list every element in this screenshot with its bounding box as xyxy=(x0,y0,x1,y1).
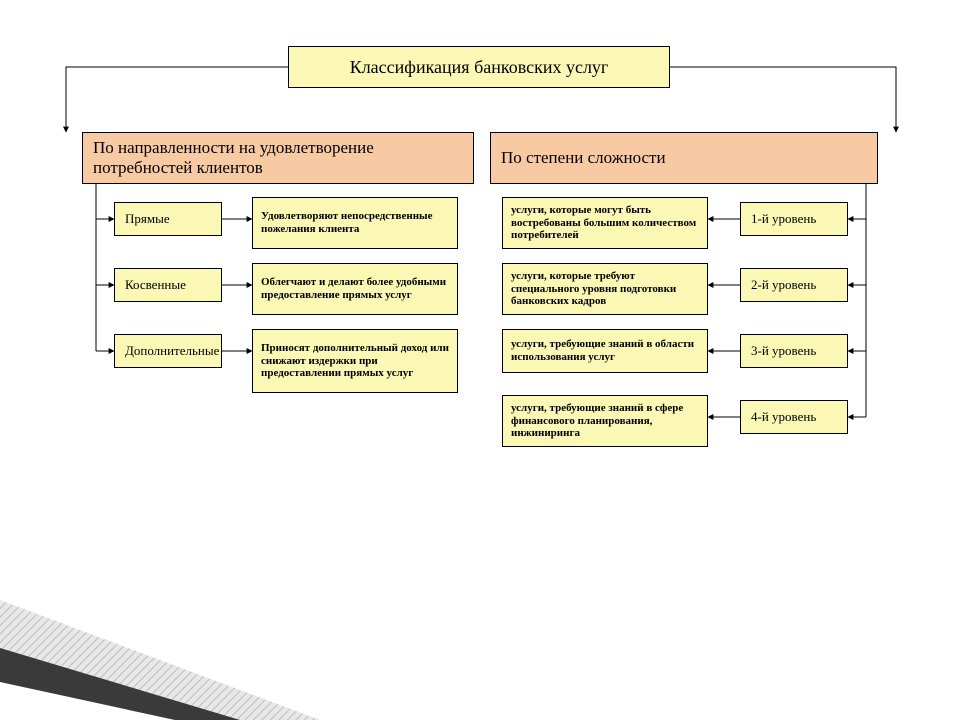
right-label-1: 2-й уровень xyxy=(740,268,848,302)
left-label-1: Косвенные xyxy=(114,268,222,302)
right-label-3-text: 4-й уровень xyxy=(751,410,816,425)
category-right: По степени сложности xyxy=(490,132,878,184)
right-desc-1: услуги, которые требуют специального уро… xyxy=(502,263,708,315)
left-label-2: Дополнительные xyxy=(114,334,222,368)
category-right-text: По степени сложности xyxy=(501,148,666,168)
left-desc-2-text: Приносят дополнительный доход или снижаю… xyxy=(261,342,449,380)
title-text: Классификация банковских услуг xyxy=(350,57,609,78)
right-label-2: 3-й уровень xyxy=(740,334,848,368)
left-label-2-text: Дополнительные xyxy=(125,344,219,359)
right-desc-2: услуги, требующие знаний в области испол… xyxy=(502,329,708,373)
right-desc-2-text: услуги, требующие знаний в области испол… xyxy=(511,338,699,363)
title-box: Классификация банковских услуг xyxy=(288,46,670,88)
left-desc-1-text: Облегчают и делают более удобными предос… xyxy=(261,276,449,301)
right-label-2-text: 3-й уровень xyxy=(751,344,816,359)
right-label-3: 4-й уровень xyxy=(740,400,848,434)
right-desc-0: услуги, которые могут быть востребованы … xyxy=(502,197,708,249)
left-desc-2: Приносят дополнительный доход или снижаю… xyxy=(252,329,458,393)
left-label-0: Прямые xyxy=(114,202,222,236)
left-label-0-text: Прямые xyxy=(125,212,170,227)
right-label-0: 1-й уровень xyxy=(740,202,848,236)
right-desc-3-text: услуги, требующие знаний в сфере финансо… xyxy=(511,402,699,440)
category-left-text: По направленности на удовлетворение потр… xyxy=(93,138,463,177)
left-desc-1: Облегчают и делают более удобными предос… xyxy=(252,263,458,315)
right-label-0-text: 1-й уровень xyxy=(751,212,816,227)
right-desc-1-text: услуги, которые требуют специального уро… xyxy=(511,270,699,308)
right-label-1-text: 2-й уровень xyxy=(751,278,816,293)
left-desc-0-text: Удовлетворяют непосредственные пожелания… xyxy=(261,210,449,235)
decorative-wedge xyxy=(0,540,350,720)
right-desc-3: услуги, требующие знаний в сфере финансо… xyxy=(502,395,708,447)
left-desc-0: Удовлетворяют непосредственные пожелания… xyxy=(252,197,458,249)
right-desc-0-text: услуги, которые могут быть востребованы … xyxy=(511,204,699,242)
left-label-1-text: Косвенные xyxy=(125,278,186,293)
category-left: По направленности на удовлетворение потр… xyxy=(82,132,474,184)
